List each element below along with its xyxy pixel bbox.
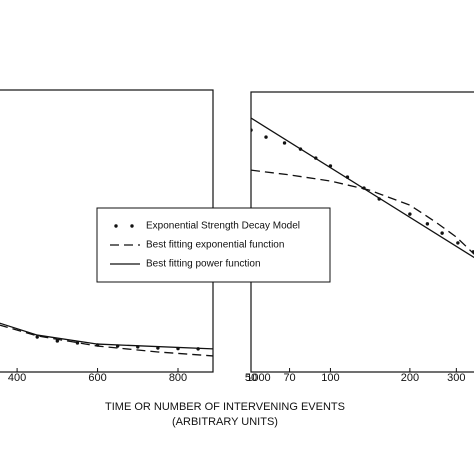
x-tick-label: 800 xyxy=(169,372,187,384)
series-line xyxy=(251,169,474,255)
x-tick-label: 300 xyxy=(447,372,465,384)
data-point xyxy=(282,141,287,145)
x-tick-label: 100 xyxy=(321,372,339,384)
x-tick-label: 200 xyxy=(401,372,419,384)
x-tick-label: 600 xyxy=(88,372,106,384)
x-tick-label: 1000 xyxy=(246,372,270,384)
plot-area xyxy=(0,322,213,357)
legend-label: Exponential Strength Decay Model xyxy=(146,221,300,232)
data-point xyxy=(440,231,444,235)
data-point xyxy=(456,241,460,245)
data-point xyxy=(35,335,39,339)
data-point xyxy=(408,212,412,216)
x-axis-label: TIME OR NUMBER OF INTERVENING EVENTS xyxy=(105,401,345,413)
data-point xyxy=(55,339,60,343)
legend: Exponential Strength Decay Model Best fit… xyxy=(96,207,331,283)
x-tick-label: 70 xyxy=(283,372,295,384)
data-point xyxy=(264,135,268,139)
legend-box xyxy=(96,207,331,283)
series-line xyxy=(0,322,213,350)
legend-label: Best fitting power function xyxy=(146,259,261,270)
x-axis-label: (ARBITRARY UNITS) xyxy=(172,416,278,428)
x-tick-label: 50 xyxy=(245,372,257,384)
series-line xyxy=(0,324,213,357)
data-point xyxy=(251,128,253,132)
legend-marker xyxy=(114,224,118,228)
legend-label: Best fitting exponential function xyxy=(146,240,284,251)
legend-marker xyxy=(130,224,134,228)
data-point xyxy=(75,341,80,345)
data-point xyxy=(425,222,430,226)
plot-area xyxy=(251,117,474,259)
series-line xyxy=(251,117,474,259)
x-tick-label: 400 xyxy=(8,372,26,384)
